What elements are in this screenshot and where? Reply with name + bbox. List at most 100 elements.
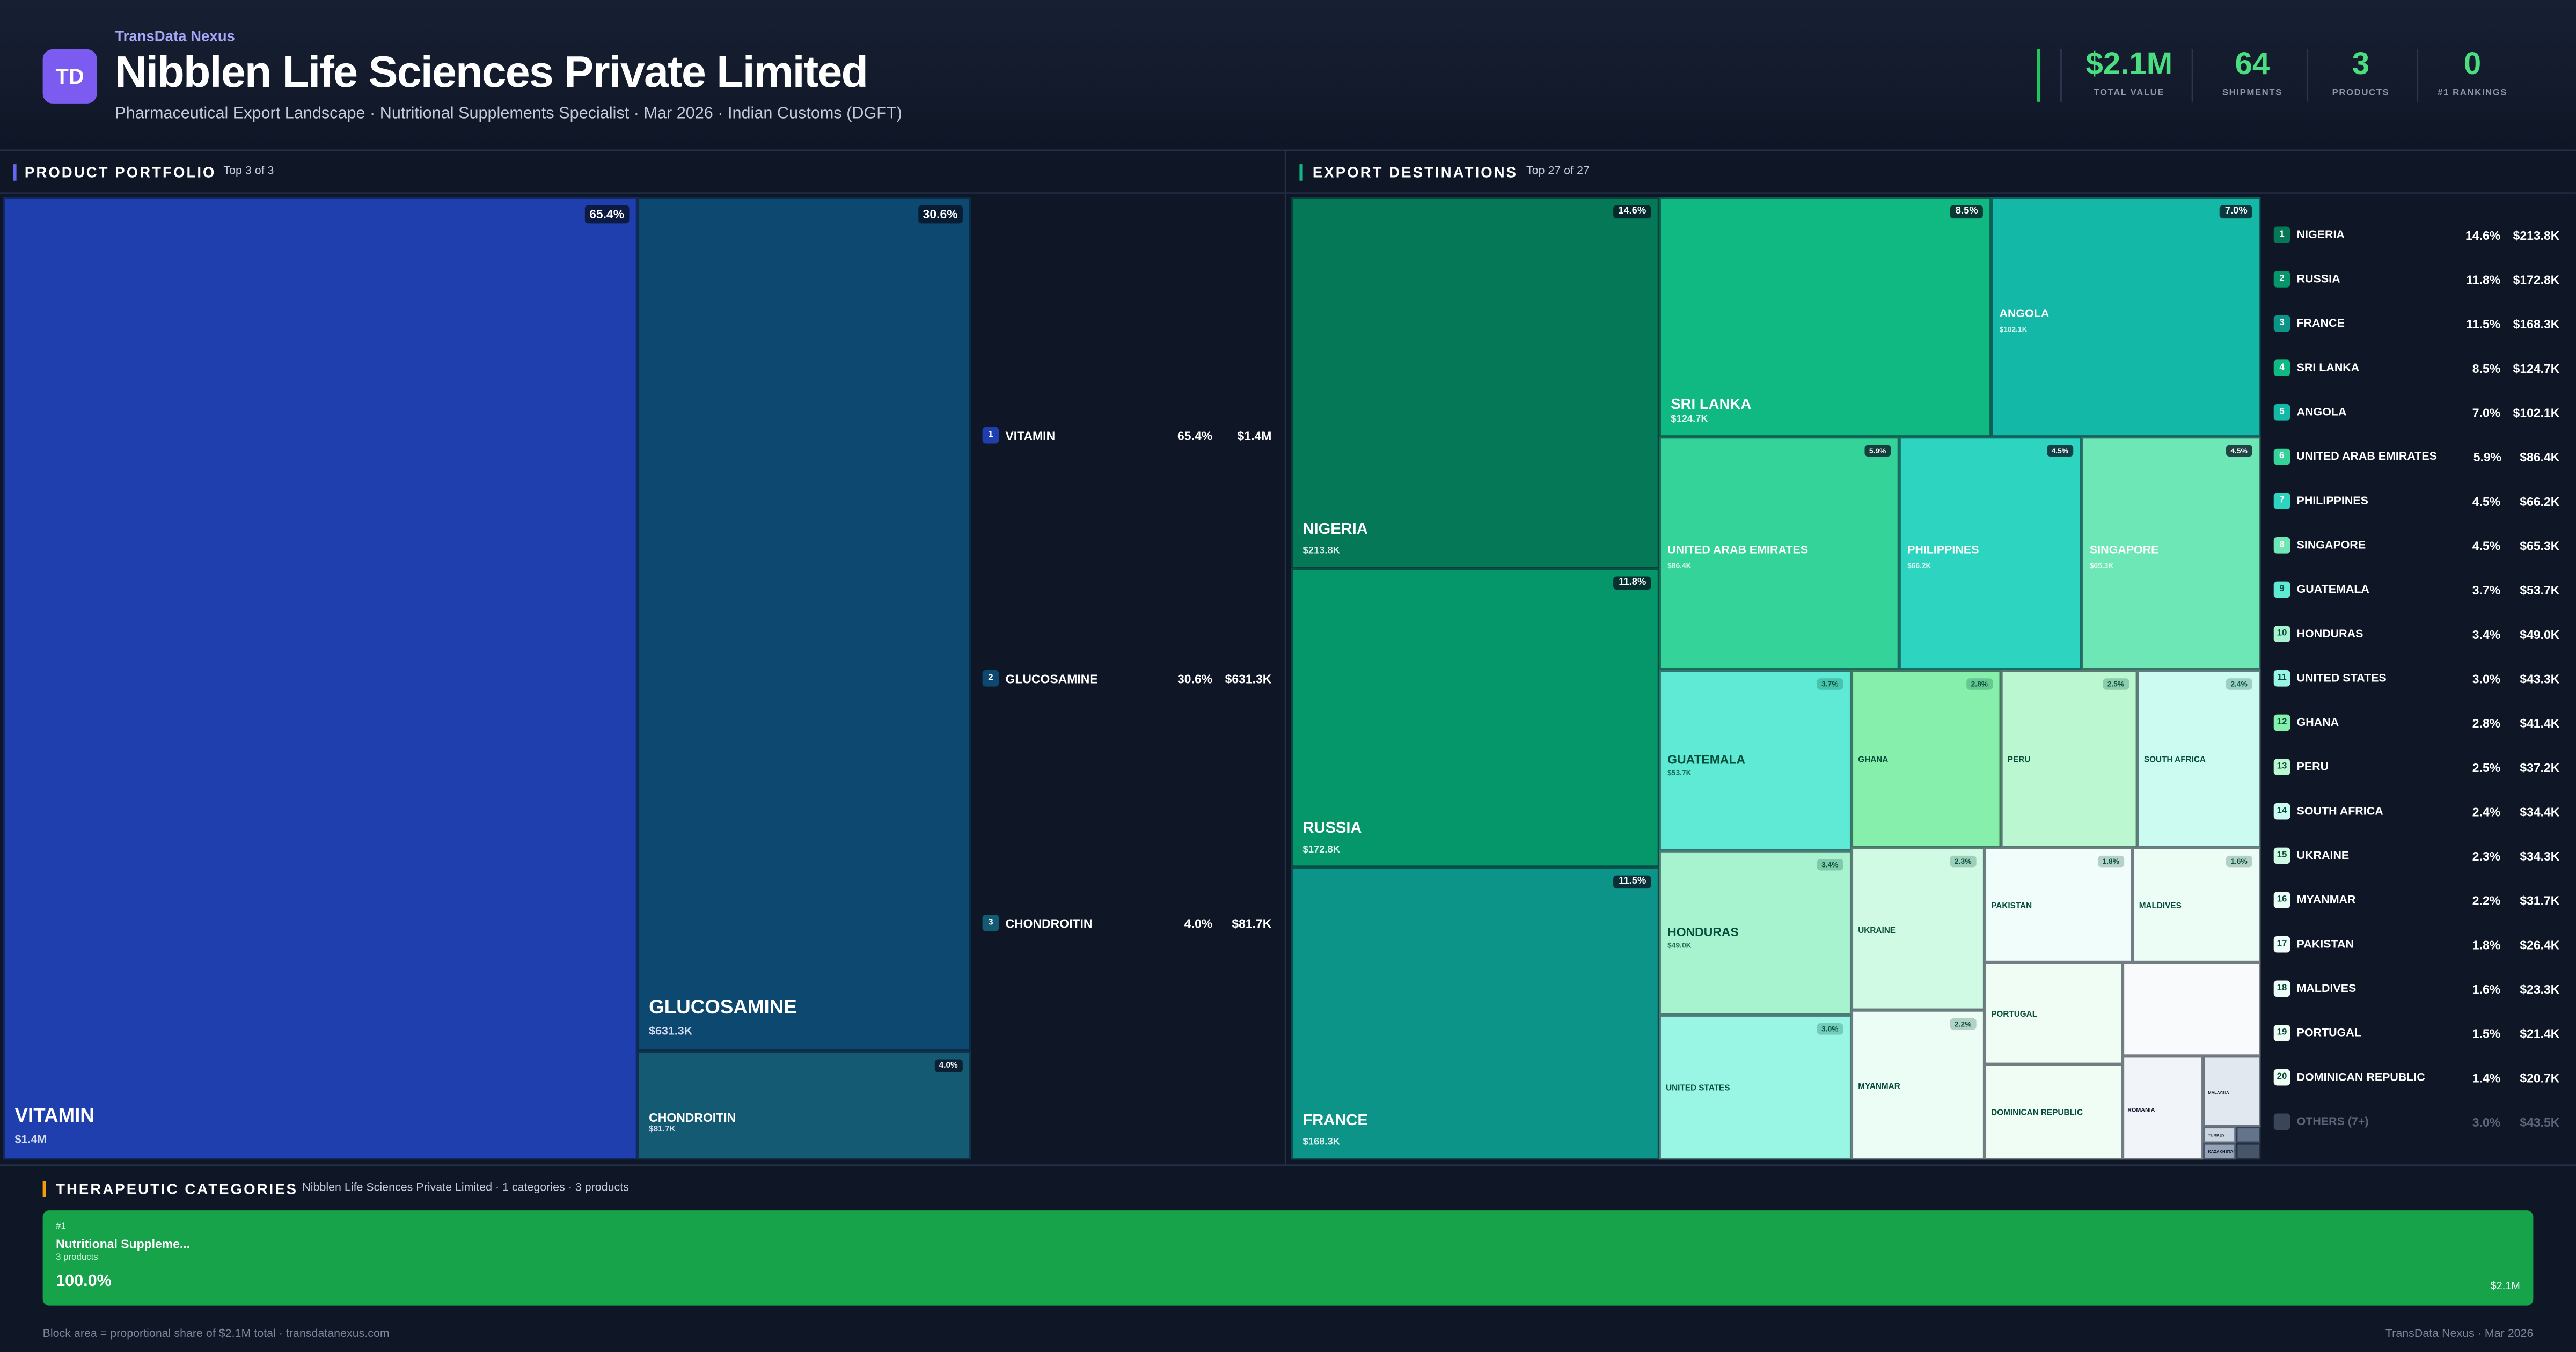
destination-row: 20 DOMINICAN REPUBLIC 1.4% $20.7K: [2273, 1068, 2559, 1088]
tile-name: PORTUGAL: [1991, 1010, 2038, 1020]
row-name: GHANA: [2296, 717, 2339, 729]
destination-tile: 11.5% FRANCE $168.3K: [1291, 867, 1659, 1160]
tile-name: TURKEY: [2208, 1133, 2225, 1138]
tile-share: 2.8%: [1966, 678, 1993, 690]
row-rank: 2: [2273, 271, 2290, 288]
destination-row: 10 HONDURAS 3.4% $49.0K: [2273, 624, 2559, 644]
row-share: 3.4%: [2472, 626, 2501, 642]
row-name: PAKISTAN: [2296, 938, 2354, 950]
tile-name: ANGOLA: [1999, 308, 2050, 320]
row-share: 5.9%: [2473, 449, 2502, 464]
tile-share: 7.0%: [2220, 205, 2252, 219]
destination-row: 19 PORTUGAL 1.5% $21.4K: [2273, 1023, 2560, 1043]
tile-name: RUSSIA: [1302, 819, 1362, 838]
tile-share: 4.5%: [2226, 445, 2252, 457]
row-name: MALDIVES: [2296, 983, 2357, 995]
product-row: 1 VITAMIN 65.4% $1.4M: [982, 425, 1272, 445]
kpi-label: SHIPMENTS: [2222, 89, 2282, 99]
destination-tile: MALAYSIA: [2203, 1056, 2261, 1127]
destination-row: 5 ANGOLA 7.0% $102.1K: [2273, 402, 2560, 422]
tile-share: 8.5%: [1950, 205, 1983, 219]
row-share: 14.6%: [2465, 227, 2501, 243]
row-value: $34.3K: [2520, 848, 2560, 863]
category-products: 3 products: [56, 1253, 98, 1263]
tile-name: UNITED STATES: [1666, 1084, 1730, 1094]
row-value: $21.4K: [2520, 1025, 2560, 1041]
section-line: [0, 192, 2576, 194]
row-share: 8.5%: [2472, 360, 2501, 376]
row-rank: 13: [2273, 759, 2290, 775]
destination-row: 18 MALDIVES 1.6% $23.3K: [2273, 979, 2559, 998]
tile-name: VITAMIN: [14, 1104, 94, 1127]
product-tile: 4.0% CHONDROITIN $81.7K: [637, 1051, 971, 1160]
header-bg: [0, 0, 2576, 151]
product-tile: 30.6% GLUCOSAMINE $631.3K: [637, 197, 971, 1052]
destination-tile: 2.5% PERU: [2001, 670, 2138, 848]
tile-value: $102.1K: [1999, 325, 2028, 334]
product-tile: 65.4% VITAMIN $1.4M: [3, 197, 638, 1160]
category-rank: #1: [56, 1222, 66, 1232]
row-value: $1.4M: [1237, 428, 1272, 443]
row-share: 1.5%: [2472, 1025, 2501, 1041]
row-value: $26.4K: [2520, 937, 2560, 952]
row-value: $66.2K: [2520, 493, 2560, 509]
row-rank: 1: [982, 427, 999, 444]
row-value: $34.4K: [2520, 804, 2560, 819]
kpi-label: #1 RANKINGS: [2438, 89, 2508, 99]
tile-share: 1.8%: [2097, 855, 2125, 868]
row-share: 2.3%: [2472, 848, 2501, 863]
row-share: 11.8%: [2466, 271, 2501, 287]
destination-row: 15 UKRAINE 2.3% $34.3K: [2273, 846, 2560, 866]
logo: TD: [42, 49, 97, 104]
destination-row: 8 SINGAPORE 4.5% $65.3K: [2273, 535, 2559, 555]
destination-row: 6 UNITED ARAB EMIRATES 5.9% $86.4K: [2273, 447, 2560, 467]
tile-value: $172.8K: [1302, 846, 1340, 856]
row-rank: 5: [2273, 404, 2290, 421]
tile-value: $631.3K: [649, 1026, 693, 1038]
row-name: SOUTH AFRICA: [2296, 805, 2383, 817]
tile-share: 2.3%: [1949, 855, 1977, 868]
row-share: 30.6%: [1177, 671, 1213, 686]
row-name: GUATEMALA: [2296, 584, 2369, 596]
destination-tile: 4.5% SINGAPORE $65.3K: [2081, 437, 2261, 670]
row-value: $213.8K: [2513, 227, 2560, 243]
product-row: 3 CHONDROITIN 4.0% $81.7K: [982, 913, 1271, 933]
row-value: $43.5K: [2520, 1114, 2560, 1129]
tile-name: UNITED ARAB EMIRATES: [1667, 545, 1809, 557]
destination-row: 4 SRI LANKA 8.5% $124.7K: [2273, 358, 2559, 378]
tile-name: NIGERIA: [1302, 520, 1368, 539]
tile-share: 1.6%: [2226, 855, 2252, 868]
row-name: PHILIPPINES: [2296, 495, 2368, 507]
row-name: UKRAINE: [2296, 850, 2350, 862]
tile-value: $168.3K: [1302, 1138, 1340, 1148]
kpi-value: 3: [2352, 47, 2370, 83]
row-share: 2.5%: [2472, 759, 2501, 775]
row-rank: 19: [2273, 1025, 2290, 1041]
row-share: 1.8%: [2472, 937, 2501, 952]
tile-name: UKRAINE: [1858, 925, 1896, 936]
destination-tile: [2123, 962, 2261, 1056]
destination-tile: 2.3% UKRAINE: [1851, 847, 1985, 1010]
row-value: $102.1K: [2513, 405, 2560, 420]
tile-share: 14.6%: [1613, 205, 1651, 219]
destination-tile: [2236, 1126, 2261, 1143]
row-rank: 12: [2273, 714, 2290, 731]
tile-share: 11.8%: [1614, 576, 1651, 590]
destination-row: 7 PHILIPPINES 4.5% $66.2K: [2273, 491, 2560, 511]
tile-value: $49.0K: [1667, 941, 1692, 950]
row-value: $172.8K: [2513, 271, 2560, 287]
tile-name: SOUTH AFRICA: [2143, 755, 2206, 766]
tile-name: GUATEMALA: [1667, 752, 1746, 767]
panel-accent: [13, 164, 17, 181]
row-rank: 18: [2273, 980, 2290, 997]
tile-share: 3.7%: [1816, 678, 1843, 690]
destination-row: 2 RUSSIA 11.8% $172.8K: [2273, 269, 2560, 289]
tile-name: FRANCE: [1302, 1112, 1368, 1130]
row-value: $37.2K: [2520, 759, 2560, 775]
row-name: SINGAPORE: [2296, 539, 2366, 552]
tile-value: $66.2K: [1907, 561, 1931, 570]
category-value: $2.1M: [2490, 1281, 2520, 1293]
tile-name: CHONDROITIN: [649, 1110, 736, 1125]
product-row: 2 GLUCOSAMINE 30.6% $631.3K: [982, 668, 1271, 688]
